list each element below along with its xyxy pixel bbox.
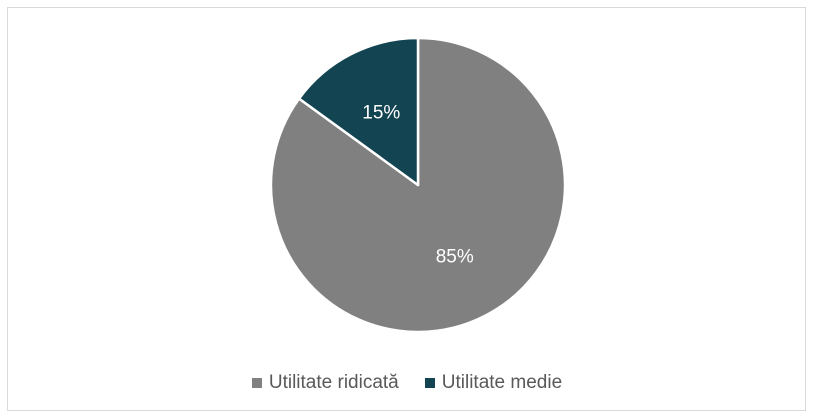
legend: Utilitate ridicată Utilitate medie — [0, 372, 814, 394]
pie-slice-1 — [297, 36, 420, 187]
pie-data-label-0: 85% — [436, 247, 474, 268]
pie-data-label-1: 15% — [362, 102, 400, 123]
pie-data-labels: 85% 15% — [362, 102, 474, 267]
legend-item-high-utility: Utilitate ridicată — [251, 372, 399, 394]
pie-slices — [269, 36, 567, 334]
legend-label-medium-utility: Utilitate medie — [441, 372, 563, 393]
legend-item-medium-utility: Utilitate medie — [424, 372, 563, 394]
legend-label-high-utility: Utilitate ridicată — [268, 372, 399, 393]
legend-swatch-medium-utility — [424, 378, 435, 388]
legend-swatch-high-utility — [251, 378, 262, 388]
